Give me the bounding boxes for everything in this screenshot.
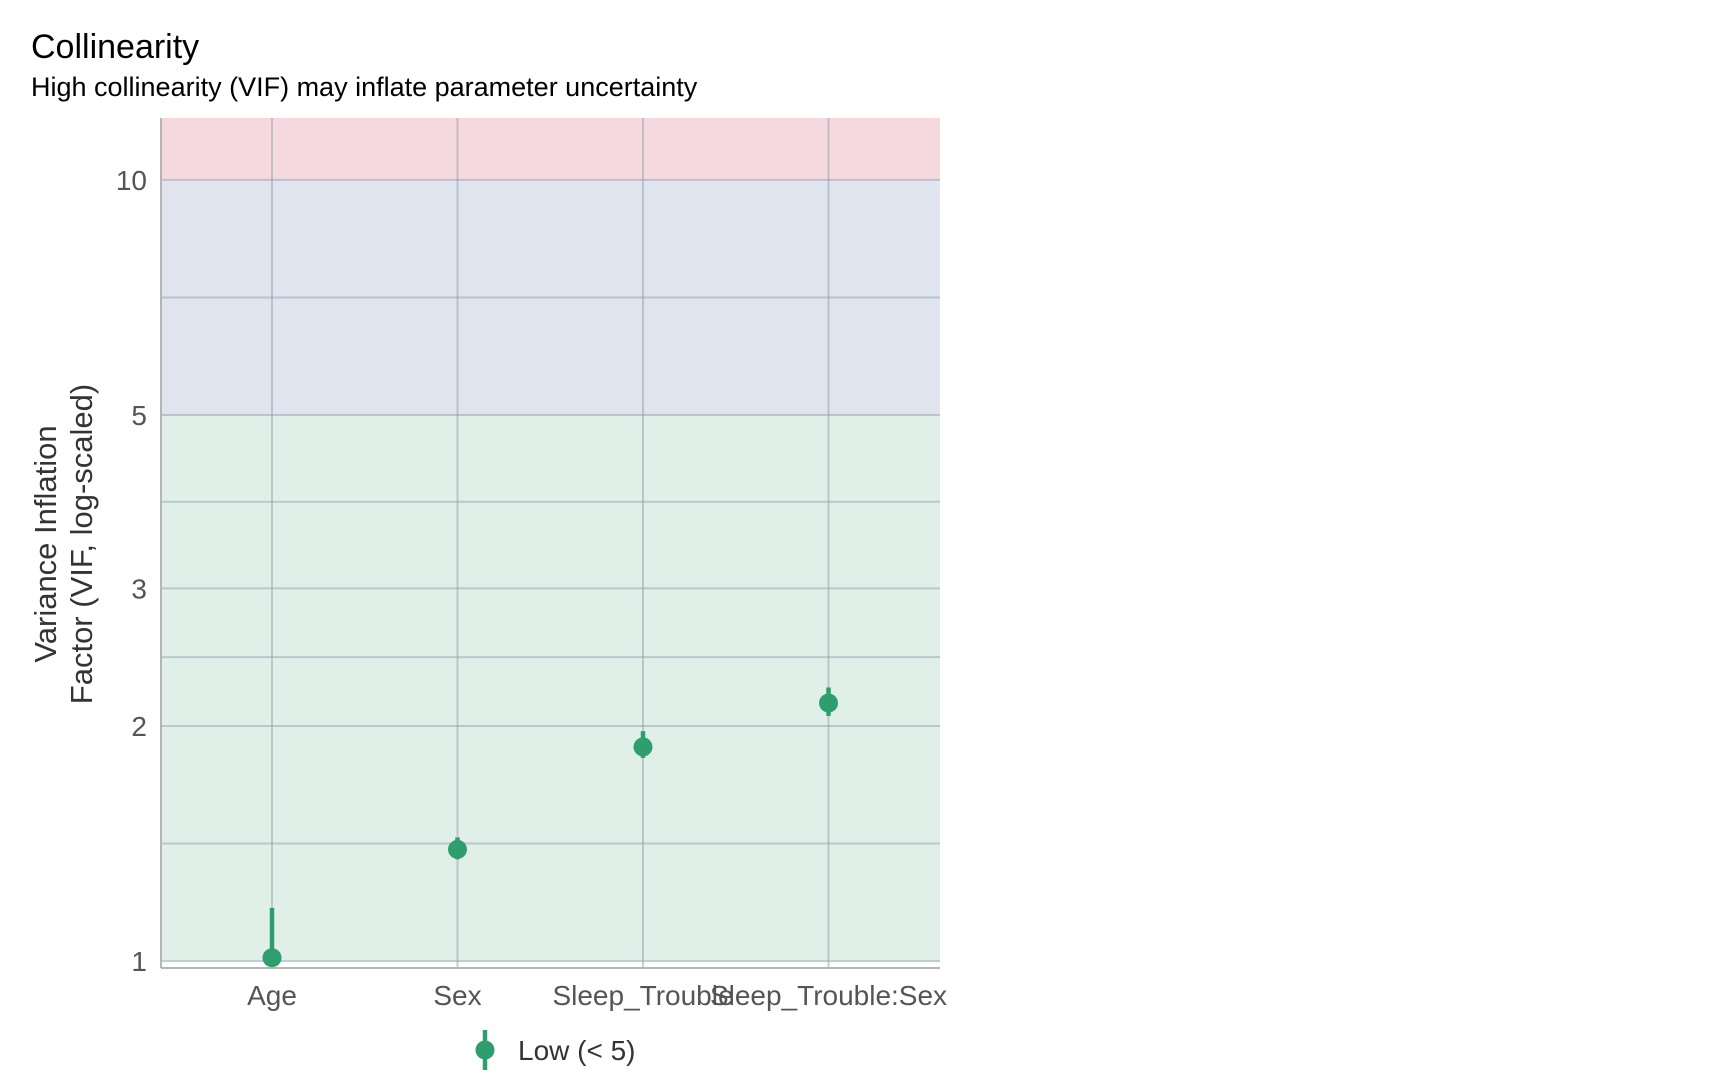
y-tick-label: 10 — [116, 165, 147, 196]
y-tick-label: 5 — [131, 400, 147, 431]
legend: Low (< 5) — [475, 1030, 636, 1070]
x-tick-label: Sex — [433, 980, 481, 1011]
legend-key-point — [475, 1040, 495, 1060]
chart-subtitle: High collinearity (VIF) may inflate para… — [31, 72, 698, 102]
legend-label: Low (< 5) — [518, 1035, 636, 1066]
y-tick-label: 2 — [131, 711, 147, 742]
y-axis-title: Variance Inflation Factor (VIF, log-scal… — [28, 384, 99, 704]
band-moderate — [161, 179, 940, 416]
data-points — [262, 687, 838, 968]
x-tick-label: Sleep_Trouble:Sex — [710, 980, 947, 1011]
chart-title: Collinearity — [31, 28, 199, 66]
band-high — [161, 118, 940, 180]
y-axis-title-line-1: Variance Inflation — [28, 425, 63, 662]
axes: 1 2 3 5 10 Age Sex Sleep_TroubleSleep_Trouble:S… — [116, 118, 947, 1011]
vif-bands — [161, 118, 940, 962]
x-tick-label: Sleep_Trouble — [552, 980, 733, 1011]
data-point — [819, 693, 838, 713]
data-point — [448, 839, 467, 859]
data-point — [633, 737, 653, 757]
y-axis-title-line-2: Factor (VIF, log-scaled) — [64, 384, 99, 704]
y-tick-label: 3 — [131, 573, 147, 604]
data-point — [262, 948, 282, 968]
x-tick-label: Age — [247, 980, 297, 1011]
gridlines — [161, 118, 940, 968]
band-low — [161, 415, 940, 962]
y-tick-label: 1 — [131, 946, 147, 977]
